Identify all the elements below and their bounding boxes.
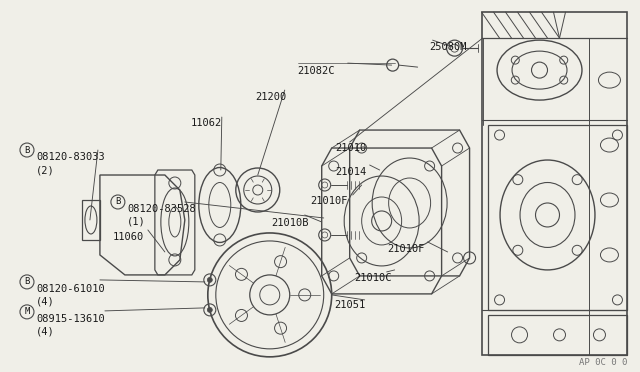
Text: 08120-61010: 08120-61010 [36, 284, 105, 294]
Circle shape [207, 307, 212, 312]
Text: 21051: 21051 [335, 300, 366, 310]
Text: 08120-83528: 08120-83528 [127, 204, 196, 214]
Text: 21010F: 21010F [311, 196, 348, 206]
Text: 11062: 11062 [191, 118, 222, 128]
Text: B: B [115, 198, 120, 206]
Text: 21010: 21010 [336, 143, 367, 153]
Text: B: B [24, 145, 29, 154]
Text: B: B [24, 278, 29, 286]
Text: 21010C: 21010C [355, 273, 392, 283]
Text: (4): (4) [36, 297, 54, 307]
Text: 21010B: 21010B [271, 218, 308, 228]
Text: 08915-13610: 08915-13610 [36, 314, 105, 324]
Text: (2): (2) [36, 165, 54, 175]
Text: 25080M: 25080M [429, 42, 467, 52]
Text: AP 0C 0 0: AP 0C 0 0 [579, 358, 628, 367]
Text: 08120-83033: 08120-83033 [36, 152, 105, 162]
Text: (4): (4) [36, 327, 54, 337]
Text: 21014: 21014 [336, 167, 367, 177]
Text: 21082C: 21082C [298, 66, 335, 76]
Text: 11060: 11060 [113, 232, 144, 242]
Text: 21010F: 21010F [388, 244, 425, 254]
Text: 21200: 21200 [255, 92, 286, 102]
Text: (1): (1) [127, 217, 146, 227]
Circle shape [207, 278, 212, 282]
Text: M: M [24, 307, 29, 317]
